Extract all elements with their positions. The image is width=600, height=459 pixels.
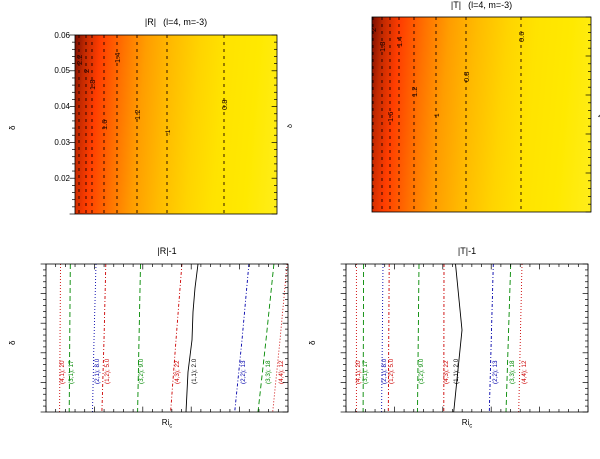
- svg-text:1.8: 1.8: [378, 42, 387, 52]
- svg-text:1.6: 1.6: [386, 112, 395, 122]
- svg-text:(2,1); 8.0: (2,1); 8.0: [94, 358, 101, 384]
- svg-text:(4,4); 12: (4,4); 12: [521, 360, 528, 384]
- svg-text:(3,1); 17: (3,1); 17: [68, 360, 75, 384]
- svg-text:(4,4); 12: (4,4); 12: [278, 360, 285, 384]
- svg-text:1.4: 1.4: [113, 53, 122, 63]
- svg-text:(1,1); 2.0: (1,1); 2.0: [191, 358, 198, 384]
- svg-text:(3,3); 18: (3,3); 18: [509, 360, 516, 384]
- svg-text:1.6: 1.6: [100, 120, 109, 130]
- svg-text:0.6: 0.6: [517, 32, 526, 42]
- svg-text:1.2: 1.2: [133, 110, 142, 120]
- svg-text:0.8: 0.8: [220, 100, 229, 110]
- svg-text:(2,1); 8.0: (2,1); 8.0: [381, 358, 388, 384]
- svg-text:2: 2: [372, 28, 378, 32]
- svg-text:(4,3); 22: (4,3); 22: [443, 360, 450, 384]
- svg-text:1.8: 1.8: [88, 80, 97, 90]
- svg-text:1: 1: [434, 113, 441, 117]
- svg-text:2: 2: [82, 69, 91, 73]
- svg-text:(4,1); 20: (4,1); 20: [355, 360, 362, 384]
- svg-text:(3,2); 9.0: (3,2); 9.0: [418, 358, 425, 384]
- svg-text:0.8: 0.8: [462, 72, 471, 82]
- svg-text:1.4: 1.4: [395, 37, 404, 47]
- svg-text:(2,2); 13: (2,2); 13: [240, 360, 247, 384]
- svg-text:.1: .1: [165, 129, 172, 135]
- svg-text:(3,2); 9.0: (3,2); 9.0: [138, 358, 145, 384]
- svg-text:(4,1); 20: (4,1); 20: [59, 360, 66, 384]
- svg-text:(2,2); 13: (2,2); 13: [492, 360, 499, 384]
- svg-text:(1,2); 5.0: (1,2); 5.0: [104, 358, 111, 384]
- svg-text:2.2: 2.2: [75, 55, 84, 65]
- svg-text:(1,2); 5.0: (1,2); 5.0: [388, 358, 395, 384]
- svg-text:(1,1); 2.0: (1,1); 2.0: [453, 358, 460, 384]
- svg-text:1.2: 1.2: [410, 87, 419, 97]
- svg-text:(3,3); 18: (3,3); 18: [265, 360, 272, 384]
- svg-text:(4,3); 22: (4,3); 22: [174, 360, 181, 384]
- svg-text:(3,1); 17: (3,1); 17: [362, 360, 369, 384]
